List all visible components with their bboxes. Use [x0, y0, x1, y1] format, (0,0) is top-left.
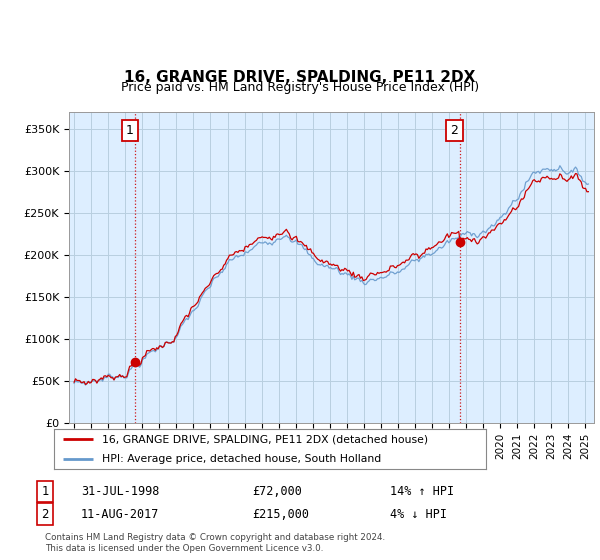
Text: 2: 2	[451, 124, 458, 137]
Text: HPI: Average price, detached house, South Holland: HPI: Average price, detached house, Sout…	[101, 454, 381, 464]
Text: £72,000: £72,000	[252, 485, 302, 498]
Text: 14% ↑ HPI: 14% ↑ HPI	[390, 485, 454, 498]
Text: 1: 1	[126, 124, 134, 137]
Text: 11-AUG-2017: 11-AUG-2017	[81, 507, 160, 521]
Text: 1: 1	[41, 485, 49, 498]
Text: 16, GRANGE DRIVE, SPALDING, PE11 2DX: 16, GRANGE DRIVE, SPALDING, PE11 2DX	[124, 70, 476, 85]
Text: Contains HM Land Registry data © Crown copyright and database right 2024.
This d: Contains HM Land Registry data © Crown c…	[45, 533, 385, 553]
Text: 16, GRANGE DRIVE, SPALDING, PE11 2DX (detached house): 16, GRANGE DRIVE, SPALDING, PE11 2DX (de…	[101, 434, 428, 444]
Text: 4% ↓ HPI: 4% ↓ HPI	[390, 507, 447, 521]
Text: £215,000: £215,000	[252, 507, 309, 521]
Text: 31-JUL-1998: 31-JUL-1998	[81, 485, 160, 498]
Text: Price paid vs. HM Land Registry's House Price Index (HPI): Price paid vs. HM Land Registry's House …	[121, 81, 479, 95]
Text: 2: 2	[41, 507, 49, 521]
